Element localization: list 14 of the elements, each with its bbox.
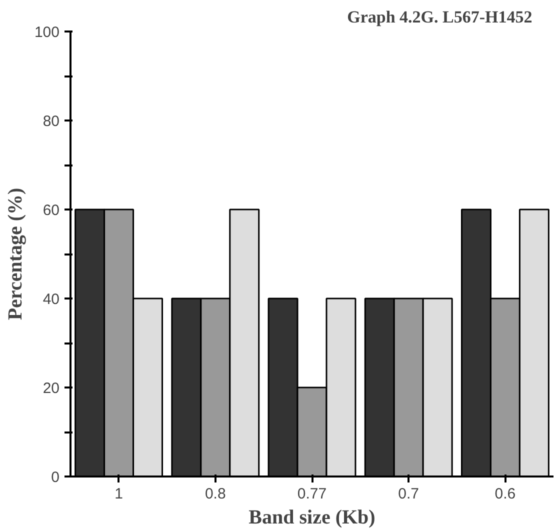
x-tick-label: 0.8 [204,486,226,502]
y-tick-label: 20 [42,380,60,397]
x-tick-label: 0.6 [494,486,516,502]
chart-title: Graph 4.2G. L567-H1452 [347,8,532,26]
x-tick-label: 0.77 [297,486,327,502]
y-tick-label: 40 [42,291,60,308]
y-tick-label: 100 [34,24,60,41]
y-tick-label: 0 [51,469,60,486]
x-tick-label: 1 [114,486,123,502]
x-axis-title: Band size (Kb) [248,506,376,528]
y-tick-label: 60 [42,202,60,219]
y-axis-title: Percentage (%) [4,188,26,320]
y-tick-label: 80 [42,113,60,130]
x-tick-label: 0.7 [398,486,420,502]
